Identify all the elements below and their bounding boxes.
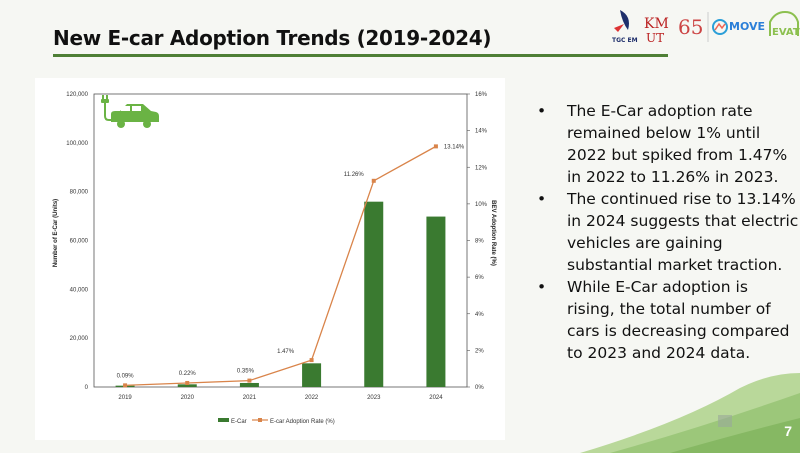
y2-tick-label: 2% [475, 348, 484, 354]
legend-label-line: E-car Adoption Rate (%) [270, 419, 335, 425]
adoption-rate-marker-2020 [185, 380, 190, 385]
adoption-rate-marker-2019 [123, 383, 128, 388]
partner-logos: TGC EM KM UT 65 MOVE EVAT [612, 10, 800, 45]
bar-2020 [177, 384, 197, 387]
slide-title: New E-car Adoption Trends (2019-2024) [53, 26, 492, 50]
x-tick-label: 2023 [367, 395, 381, 401]
adoption-rate-marker-2022 [309, 358, 314, 363]
electric-car-icon [101, 95, 159, 128]
move-logo: MOVE [712, 19, 765, 35]
y-tick-label: 60,000 [70, 239, 89, 245]
title-underline [53, 54, 668, 57]
y2-tick-label: 0% [475, 385, 484, 391]
evat-logo: EVAT [769, 10, 800, 38]
y2-tick-label: 16% [475, 92, 488, 98]
bar-2024 [426, 216, 446, 387]
decorative-wave [580, 373, 800, 453]
y2-tick-label: 10% [475, 202, 488, 208]
bullet-item: While E-Car adoption is rising, the tota… [535, 276, 800, 364]
legend-swatch-bar [218, 418, 229, 422]
svg-text:UT: UT [646, 31, 664, 45]
y-tick-label: 20,000 [70, 336, 89, 342]
data-label: 1.47% [277, 349, 295, 355]
legend-label-bar: E-Car [231, 419, 247, 425]
plot-frame [93, 93, 468, 388]
legend: E-Car E-car Adoption Rate (%) [218, 418, 335, 425]
y2-tick-label: 8% [475, 239, 484, 245]
x-tick-label: 2022 [305, 395, 319, 401]
adoption-rate-marker-2021 [247, 378, 252, 383]
y2-tick-label: 6% [475, 275, 484, 281]
y-tick-label: 40,000 [70, 287, 89, 293]
legend-marker [258, 418, 262, 422]
kmutt-logo: KM UT [644, 16, 669, 45]
bar-2021 [239, 382, 259, 387]
adoption-rate-line [125, 145, 437, 387]
bar-2022 [302, 363, 322, 387]
y2-axis-title: BEV Adoption Rate (%) [490, 200, 496, 266]
bullet-item: The continued rise to 13.14% in 2024 sug… [535, 188, 800, 276]
y-tick-label: 120,000 [66, 92, 88, 98]
y2-tick-label: 14% [475, 129, 488, 135]
adoption-rate-marker-2024 [433, 144, 438, 149]
x-tick-label: 2024 [429, 395, 443, 401]
y2-tick-label: 4% [475, 312, 484, 318]
svg-text:65: 65 [678, 15, 703, 39]
watermark-logo [718, 415, 732, 427]
data-label: 0.22% [179, 371, 197, 377]
y2-tick-label: 12% [475, 165, 488, 171]
svg-text:KM: KM [644, 16, 669, 32]
tgc-em-logo: TGC EM [612, 10, 638, 44]
data-label: 0.35% [237, 369, 255, 375]
svg-text:EVAT: EVAT [772, 27, 800, 38]
data-label: 0.09% [117, 373, 135, 379]
svg-text:MOVE: MOVE [729, 20, 765, 33]
bar-2023 [364, 201, 384, 387]
chart-panel: 0 20,000 40,000 60,000 80,000 100,000 120,000 0… [35, 78, 505, 440]
bullet-item: The E-Car adoption rate remained below 1… [535, 100, 800, 188]
x-tick-label: 2021 [243, 395, 257, 401]
y-tick-label: 0 [85, 385, 89, 391]
svg-text:TGC EM: TGC EM [612, 37, 638, 44]
y-tick-label: 100,000 [66, 141, 88, 147]
y-tick-label: 80,000 [70, 190, 89, 196]
65-logo: 65 [678, 15, 703, 39]
adoption-rate-marker-2023 [371, 178, 376, 183]
x-tick-label: 2019 [118, 395, 132, 401]
e-car-adoption-chart: 0 20,000 40,000 60,000 80,000 100,000 120,000 0… [53, 92, 496, 425]
data-label: 11.26% [344, 172, 365, 178]
y-axis-title: Number of E-Car (Units) [53, 199, 59, 267]
page-number: 7 [784, 423, 792, 439]
bullet-list: The E-Car adoption rate remained below 1… [535, 100, 800, 364]
x-tick-label: 2020 [181, 395, 195, 401]
data-label: 13.14% [444, 144, 465, 150]
